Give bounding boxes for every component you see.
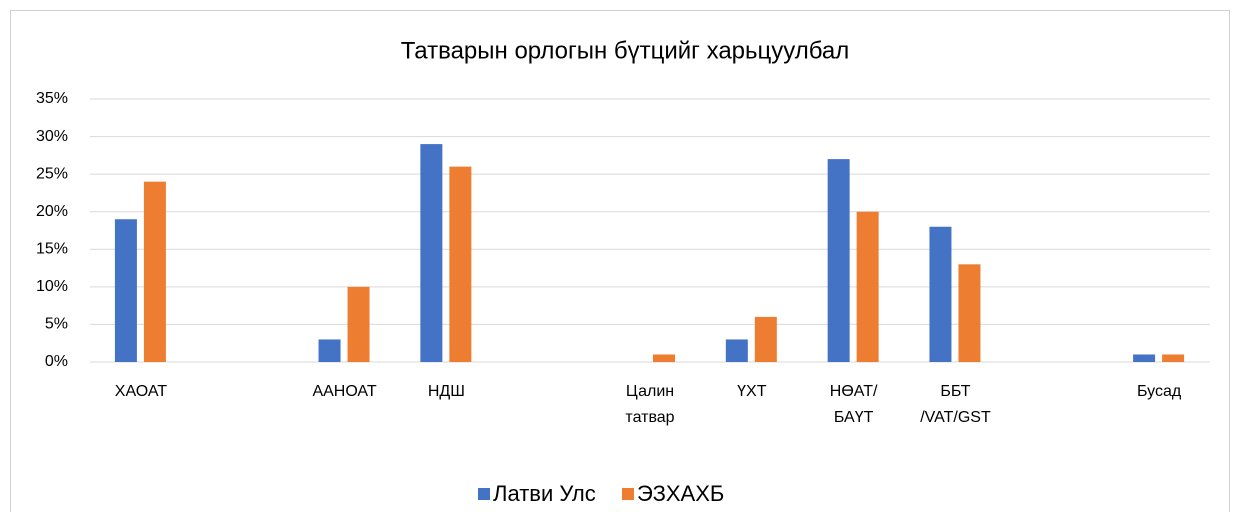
y-tick-label: 25%	[36, 165, 68, 182]
bar	[1162, 354, 1185, 362]
bar	[114, 219, 137, 362]
x-tick-label: НДШ	[427, 383, 465, 400]
x-tick-label: ҮХТ	[737, 383, 767, 400]
bar	[449, 166, 472, 362]
bar	[347, 286, 370, 362]
y-tick-label: 15%	[36, 241, 68, 258]
bar	[1133, 354, 1156, 362]
bar	[958, 264, 981, 362]
legend-label: ЭЗХАХБ	[637, 481, 724, 506]
y-tick-label: 35%	[36, 90, 68, 107]
legend-swatch	[478, 488, 490, 500]
bar	[725, 339, 748, 362]
y-tick-label: 5%	[45, 316, 68, 333]
bar	[318, 339, 341, 362]
bar	[420, 144, 443, 362]
bar	[653, 354, 675, 362]
x-tick-label: ХАОАТ	[114, 383, 168, 400]
x-tick-label: ААНОАТ	[312, 383, 377, 400]
x-tick-label: Бусад	[1136, 383, 1182, 400]
chart-title: Татварын орлогын бүтцийг харьцуулбал	[401, 37, 850, 64]
x-tick-label: Цалин татвар	[625, 383, 675, 426]
bar	[856, 211, 879, 362]
legend-label: Латви Улс	[493, 481, 596, 506]
y-tick-label: 0%	[45, 353, 68, 370]
y-tick-label: 10%	[36, 278, 68, 295]
y-tick-label: 20%	[36, 203, 68, 220]
x-tick-label: НӨАТ/ БАҮТ	[829, 383, 878, 426]
bar	[143, 181, 166, 362]
bar	[754, 316, 777, 362]
bar	[929, 226, 952, 362]
legend-swatch	[622, 488, 634, 500]
y-tick-label: 30%	[36, 128, 68, 145]
chart-border	[10, 10, 1230, 512]
x-tick-label: ББТ /VAT/GST	[920, 383, 991, 426]
bar	[827, 159, 850, 362]
